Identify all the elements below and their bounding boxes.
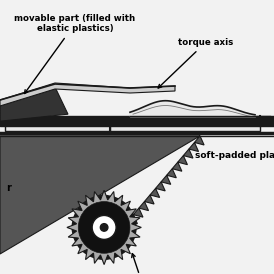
Polygon shape bbox=[5, 126, 110, 131]
Text: servo motor: servo motor bbox=[111, 253, 173, 274]
Text: r: r bbox=[6, 183, 11, 193]
Circle shape bbox=[73, 196, 136, 259]
Polygon shape bbox=[0, 136, 204, 256]
Text: torque axis: torque axis bbox=[158, 38, 233, 88]
Polygon shape bbox=[0, 83, 175, 106]
Circle shape bbox=[92, 215, 116, 239]
Polygon shape bbox=[0, 87, 68, 121]
Circle shape bbox=[78, 202, 130, 253]
Text: movable part (filled with
elastic plastics): movable part (filled with elastic plasti… bbox=[15, 14, 136, 93]
Circle shape bbox=[100, 224, 108, 231]
Polygon shape bbox=[110, 126, 260, 131]
Polygon shape bbox=[67, 190, 141, 265]
Text: soft-padded plate: soft-padded plate bbox=[195, 151, 274, 160]
